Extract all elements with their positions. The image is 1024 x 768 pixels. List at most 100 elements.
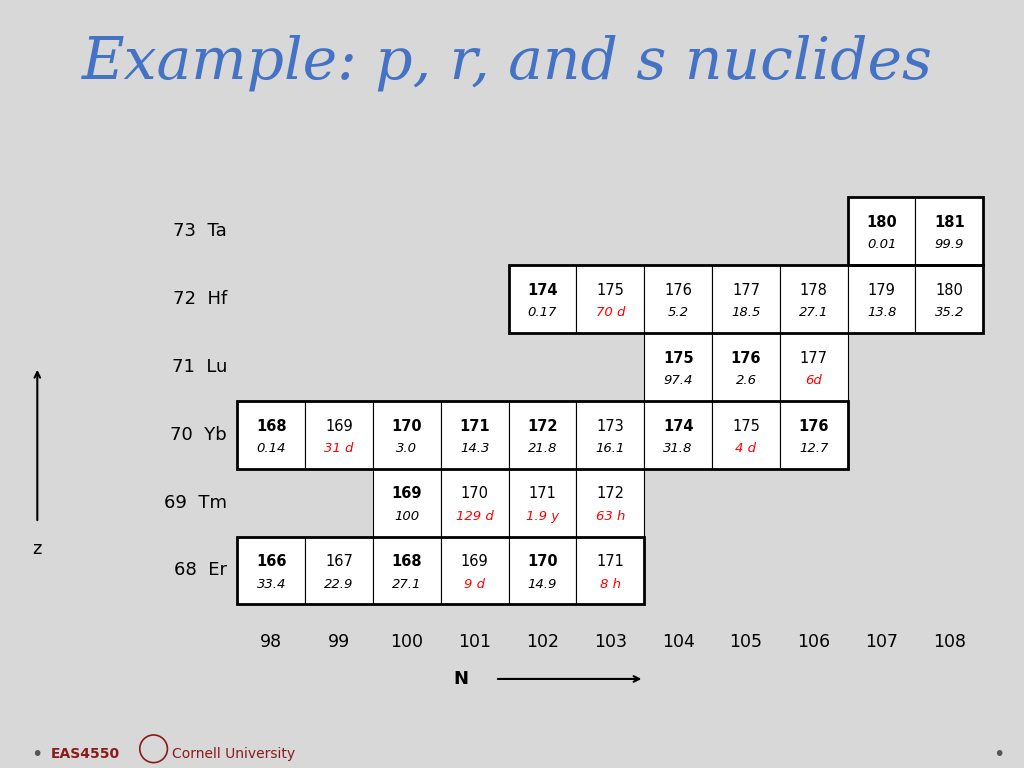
Text: 181: 181 <box>934 215 965 230</box>
Bar <box>915 197 983 265</box>
Text: 174: 174 <box>527 283 558 298</box>
Text: 178: 178 <box>800 283 827 298</box>
Text: 107: 107 <box>865 633 898 650</box>
Text: Example: p, r, and s nuclides: Example: p, r, and s nuclides <box>82 35 933 91</box>
Bar <box>238 401 848 468</box>
Text: 72  Hf: 72 Hf <box>173 290 227 308</box>
Text: 8 h: 8 h <box>600 578 621 591</box>
Bar <box>238 537 305 604</box>
Text: 102: 102 <box>526 633 559 650</box>
Bar <box>509 265 983 333</box>
Text: 0.01: 0.01 <box>867 238 896 251</box>
Text: EAS4550: EAS4550 <box>51 747 121 761</box>
Text: 31 d: 31 d <box>325 442 353 455</box>
Text: 169: 169 <box>326 419 353 433</box>
Text: 108: 108 <box>933 633 966 650</box>
Bar <box>373 401 440 468</box>
Bar <box>440 537 509 604</box>
Text: 167: 167 <box>326 554 353 569</box>
Text: 69  Tm: 69 Tm <box>164 494 227 511</box>
Text: 6d: 6d <box>806 374 822 387</box>
Text: 63 h: 63 h <box>596 510 625 523</box>
Text: 176: 176 <box>731 351 761 366</box>
Bar <box>644 265 712 333</box>
Text: 179: 179 <box>867 283 896 298</box>
Text: 175: 175 <box>663 351 693 366</box>
Bar <box>509 265 577 333</box>
Text: 14.9: 14.9 <box>527 578 557 591</box>
Bar <box>238 537 644 604</box>
Bar <box>712 333 780 401</box>
Text: 22.9: 22.9 <box>325 578 353 591</box>
Bar <box>440 468 509 537</box>
Bar <box>644 333 712 401</box>
Text: 71  Lu: 71 Lu <box>172 358 227 376</box>
Text: 27.1: 27.1 <box>799 306 828 319</box>
Bar <box>577 265 644 333</box>
Text: 98: 98 <box>260 633 283 650</box>
Text: 12.7: 12.7 <box>799 442 828 455</box>
Text: 3.0: 3.0 <box>396 442 418 455</box>
Text: 68  Er: 68 Er <box>174 561 227 579</box>
Text: 174: 174 <box>663 419 693 433</box>
Bar <box>712 265 780 333</box>
Bar <box>848 265 915 333</box>
Text: 180: 180 <box>936 283 964 298</box>
Text: 70  Yb: 70 Yb <box>170 425 227 444</box>
Text: 5.2: 5.2 <box>668 306 689 319</box>
Text: 171: 171 <box>460 419 490 433</box>
Bar <box>848 197 983 265</box>
Text: 97.4: 97.4 <box>664 374 693 387</box>
Text: 104: 104 <box>662 633 694 650</box>
Text: 99: 99 <box>328 633 350 650</box>
Text: 27.1: 27.1 <box>392 578 422 591</box>
Text: 99.9: 99.9 <box>935 238 964 251</box>
Bar <box>848 197 915 265</box>
Text: Cornell University: Cornell University <box>172 747 295 761</box>
Text: 35.2: 35.2 <box>935 306 964 319</box>
Text: 16.1: 16.1 <box>596 442 625 455</box>
Text: 129 d: 129 d <box>456 510 494 523</box>
Text: 101: 101 <box>458 633 492 650</box>
Text: 73  Ta: 73 Ta <box>173 223 227 240</box>
Bar <box>712 401 780 468</box>
Bar <box>305 537 373 604</box>
Text: 105: 105 <box>729 633 763 650</box>
Text: 33.4: 33.4 <box>257 578 286 591</box>
Bar <box>577 468 644 537</box>
Text: 173: 173 <box>596 419 625 433</box>
Text: 2.6: 2.6 <box>735 374 757 387</box>
Bar <box>305 401 373 468</box>
Bar <box>577 401 644 468</box>
Text: 100: 100 <box>390 633 423 650</box>
Text: 14.3: 14.3 <box>460 442 489 455</box>
Text: N: N <box>454 670 469 688</box>
Text: 70 d: 70 d <box>596 306 625 319</box>
Bar <box>440 401 509 468</box>
Bar <box>644 401 712 468</box>
Bar <box>509 401 577 468</box>
Text: 168: 168 <box>391 554 422 569</box>
Text: 177: 177 <box>732 283 760 298</box>
Text: 21.8: 21.8 <box>527 442 557 455</box>
Text: 9 d: 9 d <box>464 578 485 591</box>
Text: 169: 169 <box>461 554 488 569</box>
Text: 166: 166 <box>256 554 287 569</box>
Text: 176: 176 <box>799 419 829 433</box>
Text: 103: 103 <box>594 633 627 650</box>
Text: 170: 170 <box>461 486 488 502</box>
Text: 171: 171 <box>596 554 625 569</box>
Text: 172: 172 <box>527 419 558 433</box>
Bar <box>577 537 644 604</box>
Text: •: • <box>31 745 42 763</box>
Text: 175: 175 <box>732 419 760 433</box>
Text: 4 d: 4 d <box>735 442 757 455</box>
Bar <box>238 401 305 468</box>
Text: 0.17: 0.17 <box>527 306 557 319</box>
Text: 100: 100 <box>394 510 420 523</box>
Text: 172: 172 <box>596 486 625 502</box>
Text: 171: 171 <box>528 486 556 502</box>
Text: •: • <box>993 745 1005 763</box>
Text: 176: 176 <box>665 283 692 298</box>
Bar <box>373 537 440 604</box>
